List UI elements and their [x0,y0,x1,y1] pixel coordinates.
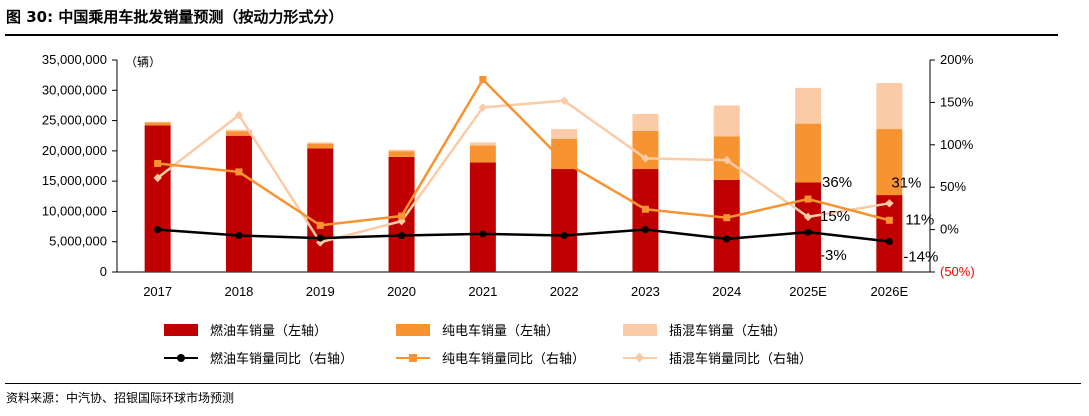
line-ev-yoy [157,77,890,227]
bar-ev [388,151,415,157]
data-label: 31% [891,174,921,191]
point-fuel-yoy [641,226,649,234]
left-tick-label: 25,000,000 [42,113,107,128]
right-tick-label: 50% [940,179,966,194]
right-tick-label: 100% [940,137,974,152]
bar-fuel [307,148,334,272]
point-fuel-yoy [804,228,812,236]
bar-ev [469,145,496,163]
bar-phev [225,129,252,132]
point-fuel-yoy [398,232,406,240]
right-tick-label: 0% [940,222,959,237]
bar-fuel [876,195,903,272]
point-ev-yoy [479,76,487,84]
bar-ev [876,129,903,196]
point-ev-yoy [723,214,731,222]
x-tick-label: 2023 [631,284,660,299]
bar-phev [551,129,578,139]
data-label: 11% [905,211,934,228]
right-tick-label: 200% [940,52,974,67]
data-label: -3% [820,247,847,264]
unit-label: （辆） [125,55,161,69]
chart-title: 图 30: 中国乘用车批发销量预测（按动力形式分） [6,8,344,26]
x-tick-label: 2025E [789,284,827,299]
x-tick-label: 2020 [387,284,416,299]
left-tick-label: 30,000,000 [42,82,107,97]
left-tick-label: 15,000,000 [42,173,107,188]
point-fuel-yoy [316,234,324,242]
bar-phev [876,83,903,130]
left-tick-label: 35,000,000 [42,52,107,67]
point-fuel-yoy [235,232,243,240]
x-tick-label: 2026E [871,284,909,299]
point-fuel-yoy [560,232,568,240]
bar-ev [144,122,171,126]
bar-phev [795,87,822,124]
point-ev-yoy [235,168,243,176]
point-ev-yoy [398,212,406,220]
point-fuel-yoy [885,237,893,245]
bar-ev [632,130,659,170]
bar-ev [307,143,334,149]
point-ev-yoy [641,205,649,213]
title-divider [5,34,1058,36]
bar-phev [144,121,171,123]
left-tick-label: 20,000,000 [42,143,107,158]
bar-fuel [225,135,252,272]
point-fuel-yoy [723,235,731,243]
point-ev-yoy [316,221,324,229]
point-phev-yoy [478,103,488,112]
point-phev-yoy [234,110,244,120]
bar-phev [469,142,496,146]
point-fuel-yoy [154,226,162,234]
x-tick-label: 2018 [224,284,253,299]
footer-divider [5,383,1081,384]
bar-phev [632,113,659,131]
data-label: 15% [820,208,850,225]
x-tick-label: 2021 [468,284,497,299]
right-tick-label: 150% [940,94,974,109]
left-tick-label: 10,000,000 [42,203,107,218]
x-tick-label: 2024 [712,284,741,299]
point-ev-yoy [804,195,812,203]
point-fuel-yoy [479,230,487,238]
point-phev-yoy [153,173,162,183]
bar-phev [307,142,334,144]
bar-phev [388,149,415,152]
bar-fuel [551,169,578,272]
point-ev-yoy [154,159,162,167]
right-tick-label: (50%) [940,264,975,279]
bar-fuel [632,169,659,272]
x-tick-label: 2019 [306,284,335,299]
line-phev-yoy [156,99,890,244]
bar-fuel [144,125,171,272]
data-label: -14% [903,248,938,265]
left-tick-label: 0 [100,264,107,279]
point-ev-yoy [885,216,893,224]
point-ev-yoy [560,158,568,166]
bar-fuel [713,179,740,272]
left-tick-label: 5,000,000 [49,234,107,249]
source-note: 资料来源：中汽协、招银国际环球市场预测 [6,391,235,405]
bar-ev [795,123,822,183]
data-label: 36% [822,174,852,191]
bar-fuel [469,162,496,272]
bar-phev [713,105,740,137]
x-tick-label: 2022 [550,284,579,299]
line-fuel-yoy [157,228,890,243]
x-tick-label: 2017 [143,284,172,299]
bar-ev [225,131,252,136]
